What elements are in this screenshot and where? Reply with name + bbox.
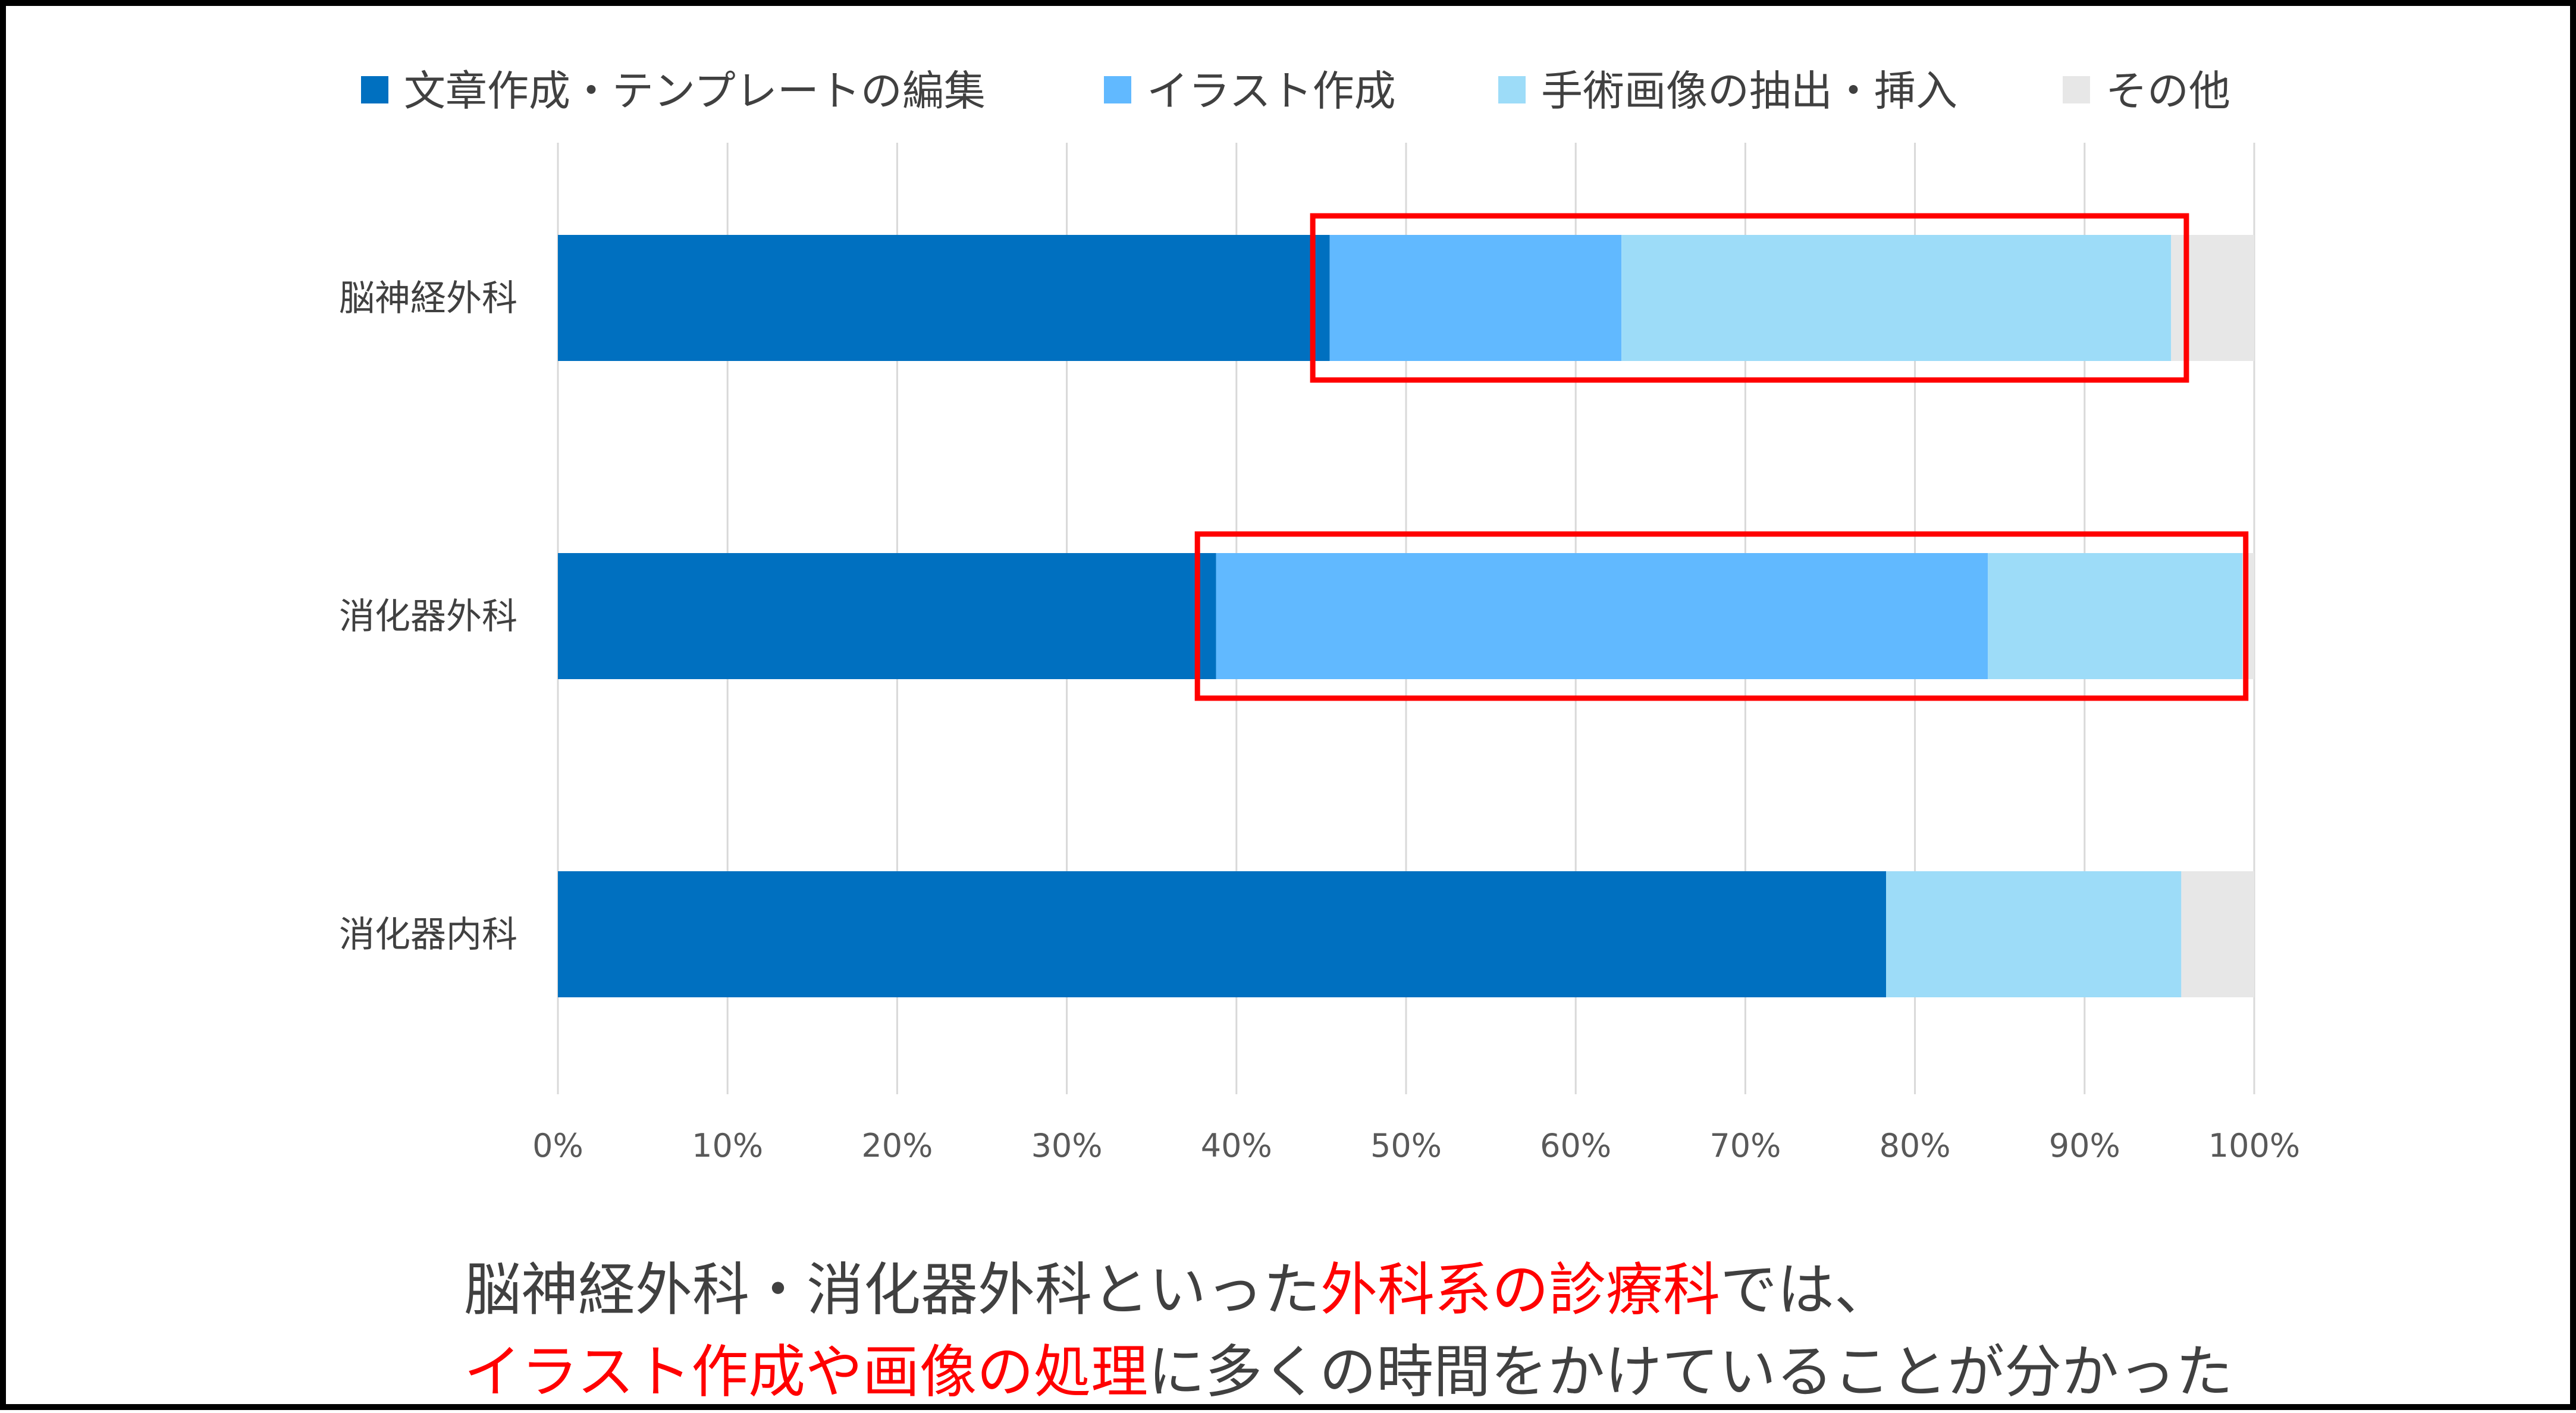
- x-tick-label: 40%: [1201, 1127, 1272, 1164]
- x-tick-label: 50%: [1370, 1127, 1442, 1164]
- bar-segment: [558, 553, 1216, 679]
- category-label: 消化器外科: [339, 596, 517, 638]
- caption-highlight: イラスト作成や画像の処理: [464, 1339, 1149, 1405]
- highlight-box: [1194, 531, 2249, 701]
- x-tick-label: 10%: [692, 1127, 763, 1164]
- stacked-bar-chart: 0% 10% 20% 30% 40% 50% 60% 70% 80% 90% 100% 脳神経外科消化…: [339, 67, 2300, 1164]
- x-tick-label: 30%: [1031, 1127, 1103, 1164]
- bar-segment: [1886, 871, 2182, 997]
- bar-segment: [2171, 235, 2254, 361]
- caption-text: では、: [1720, 1257, 1891, 1323]
- legend-label: イラスト作成: [1147, 67, 1396, 115]
- caption-line-2: イラスト作成や画像の処理に多くの時間をかけていることが分かった: [464, 1331, 2486, 1413]
- x-tick-label: 20%: [861, 1127, 933, 1164]
- caption-highlight: 外科系の診療科: [1320, 1257, 1720, 1323]
- bar-segment: [2181, 871, 2254, 997]
- x-tick-label: 80%: [1880, 1127, 1951, 1164]
- bar-segment: [1216, 553, 1988, 679]
- bar-segment: [1988, 553, 2243, 679]
- bar-segment: [1329, 235, 1622, 361]
- caption-text: に多くの時間をかけていることが分かった: [1148, 1339, 2233, 1405]
- x-tick-label: 70%: [1709, 1127, 1781, 1164]
- legend-swatch: [1104, 76, 1131, 103]
- legend-label: 手術画像の抽出・挿入: [1541, 67, 1957, 115]
- x-tick-label: 90%: [2049, 1127, 2120, 1164]
- caption: 脳神経外科・消化器外科といった外科系の診療科では、 イラスト作成や画像の処理に多…: [464, 1249, 2486, 1413]
- legend-swatch: [361, 76, 388, 103]
- legend-swatch: [1498, 76, 1526, 103]
- bar-segment: [1621, 235, 2172, 361]
- bar-segment: [558, 235, 1330, 361]
- category-label: 消化器内科: [339, 914, 517, 956]
- x-tick-label: 100%: [2208, 1127, 2300, 1164]
- x-tick-label: 60%: [1540, 1127, 1611, 1164]
- legend-label: その他: [2106, 67, 2230, 115]
- caption-line-1: 脳神経外科・消化器外科といった外科系の診療科では、: [464, 1249, 2486, 1331]
- caption-text: 脳神経外科・消化器外科といった: [464, 1257, 1320, 1323]
- legend-label: 文章作成・テンプレートの編集: [404, 67, 986, 115]
- legend-swatch: [2063, 76, 2090, 103]
- category-label: 脳神経外科: [339, 278, 517, 319]
- highlight-box: [1310, 213, 2189, 383]
- x-tick-label: 0%: [532, 1127, 583, 1164]
- bar-segment: [558, 871, 1887, 997]
